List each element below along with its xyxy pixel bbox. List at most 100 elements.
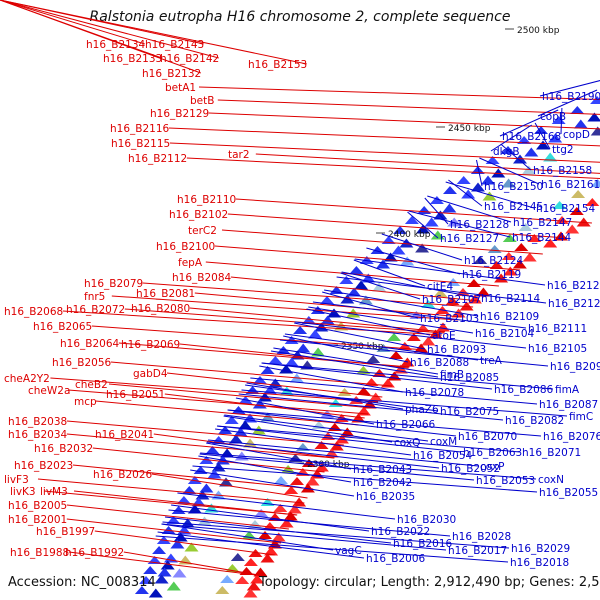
- right-gene-label: h16_B2082: [505, 415, 564, 427]
- forward-strand-feature: [489, 261, 504, 269]
- left-leader-line: [142, 282, 474, 308]
- left-leader-line: [214, 245, 521, 271]
- right-gene-label: h16_B2006: [366, 553, 426, 565]
- feature-block: [220, 575, 235, 583]
- reverse-strand-feature: [166, 516, 181, 524]
- reverse-strand-feature: [404, 216, 419, 224]
- right-leader-line: [308, 306, 474, 334]
- right-leader-line: [259, 365, 404, 393]
- left-gene-label: cheA2Y2: [4, 373, 50, 385]
- right-gene-label: h16_B2125: [547, 280, 600, 292]
- feature-block: [543, 152, 558, 162]
- reverse-strand-feature: [152, 546, 167, 554]
- left-gene-label: h16_B2080: [131, 303, 190, 315]
- right-gene-label: h16_B2070: [458, 431, 517, 443]
- right-gene-label: h16_B2128: [450, 219, 509, 231]
- left-gene-label: h16_B2132: [142, 68, 201, 80]
- right-gene-label: h16_B2104: [475, 328, 535, 340]
- forward-strand-feature: [522, 252, 537, 262]
- accession-text: Accession: NC_008314: [8, 575, 156, 590]
- right-gene-label: ttg2: [552, 144, 574, 156]
- left-gene-label: h16_B2133: [103, 53, 162, 65]
- right-gene-label: h16_B2147: [513, 217, 572, 229]
- reverse-strand-feature: [442, 203, 457, 213]
- right-gene-label: h16_B2017: [448, 545, 507, 557]
- forward-strand-feature: [253, 567, 268, 577]
- feature-block: [197, 516, 212, 526]
- reverse-strand-feature: [536, 140, 550, 150]
- left-leader-line: [169, 142, 600, 163]
- feature-block: [274, 476, 288, 484]
- right-leader-line: [241, 389, 568, 417]
- right-leader-line: [261, 362, 554, 390]
- right-leader-line: [306, 308, 431, 336]
- left-leader-line: [179, 343, 409, 369]
- right-leader-line: [354, 258, 546, 286]
- right-gene-label: h16_B2042: [353, 477, 412, 489]
- left-gene-label: livK3: [10, 486, 36, 498]
- right-leader-line: [198, 455, 352, 483]
- right-gene-label: h16_B2107: [422, 294, 481, 306]
- reverse-strand-feature: [180, 518, 195, 528]
- left-gene-label: h16_B1992: [65, 547, 124, 559]
- right-gene-label: h16_B2018: [510, 557, 569, 569]
- reverse-strand-feature: [461, 189, 476, 199]
- forward-strand-feature: [543, 238, 558, 248]
- forward-strand-feature: [243, 588, 258, 598]
- feature-block: [366, 355, 381, 363]
- left-gene-label: h16_B2079: [84, 278, 143, 290]
- reverse-strand-feature: [211, 462, 226, 472]
- right-gene-label: h16_B2111: [528, 323, 587, 335]
- reverse-strand-feature: [238, 420, 253, 430]
- left-gene-label: cheB2: [75, 379, 108, 391]
- reverse-strand-feature: [139, 576, 153, 584]
- left-leader-line: [151, 473, 308, 499]
- right-gene-label: h16_B2029: [511, 543, 570, 555]
- forward-strand-feature: [310, 469, 325, 479]
- reverse-strand-feature: [199, 483, 214, 493]
- right-leader-line: [250, 377, 538, 405]
- right-leader-line: [534, 122, 551, 150]
- right-leader-line: [537, 89, 598, 117]
- right-leader-line: [341, 271, 480, 299]
- right-gene-label: h16_B2145: [484, 201, 543, 213]
- right-gene-label: fimC: [569, 411, 593, 423]
- right-leader-line: [216, 425, 462, 453]
- reverse-strand-feature: [456, 176, 471, 184]
- right-leader-line: [161, 523, 334, 551]
- left-leader-line: [189, 307, 446, 333]
- feature-block: [166, 581, 181, 591]
- left-leader-line: [94, 530, 275, 556]
- forward-strand-feature: [494, 273, 509, 283]
- left-leader-line: [0, 0, 219, 59]
- right-gene-label: h16_B2022: [371, 526, 430, 538]
- reverse-strand-feature: [320, 315, 335, 325]
- reverse-strand-feature: [349, 266, 364, 274]
- forward-strand-feature: [290, 477, 304, 485]
- reverse-strand-feature: [187, 504, 202, 514]
- right-leader-line: [171, 504, 370, 532]
- right-leader-line: [215, 428, 412, 456]
- right-gene-label: h16_B2127: [440, 233, 499, 245]
- right-leader-line: [295, 321, 527, 349]
- reverse-strand-feature: [416, 224, 430, 234]
- left-leader-line: [0, 0, 145, 45]
- left-gene-label: h16_B2115: [111, 138, 170, 150]
- left-leader-line: [92, 447, 325, 473]
- right-leader-line: [192, 465, 538, 493]
- right-leader-line: [324, 289, 479, 317]
- feature-block: [430, 230, 445, 240]
- reverse-strand-feature: [268, 356, 283, 364]
- forward-strand-feature: [585, 198, 600, 206]
- right-gene-label: citE4: [427, 281, 453, 293]
- right-gene-label: fimB: [440, 369, 464, 381]
- left-leader-line: [37, 478, 305, 504]
- right-gene-label: h16_B2085: [440, 372, 499, 384]
- left-gene-label: h16_B2153: [248, 59, 307, 71]
- right-leader-line: [273, 347, 439, 375]
- feature-block: [358, 295, 373, 305]
- left-gene-label: h16_B2142: [160, 53, 219, 65]
- reverse-strand-feature: [320, 296, 334, 304]
- right-leader-line: [340, 272, 421, 300]
